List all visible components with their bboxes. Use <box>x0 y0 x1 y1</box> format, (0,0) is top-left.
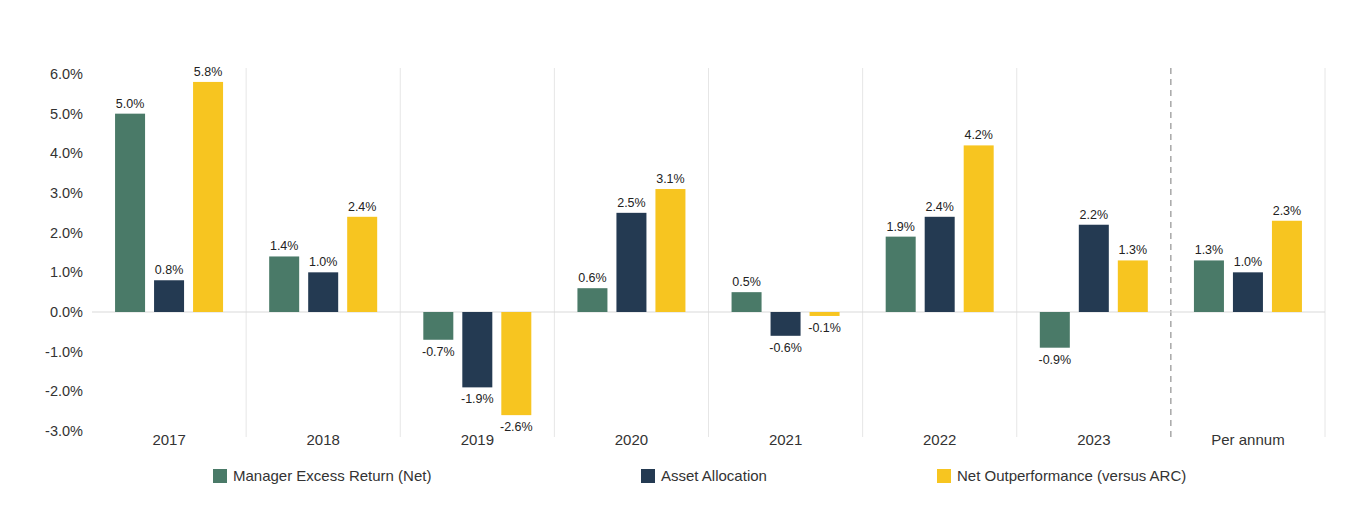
data-label: 0.5% <box>732 275 761 289</box>
data-label: 2.4% <box>348 200 377 214</box>
y-axis: -3.0% -2.0% -1.0% 0.0% 1.0% 2.0% 3.0% 4.0% 5.0% 6… <box>45 66 1325 439</box>
data-label: 1.4% <box>270 239 299 253</box>
x-tick-label: 2020 <box>615 431 648 448</box>
x-tick-label: 2022 <box>923 431 956 448</box>
data-label: -1.9% <box>461 392 494 406</box>
data-label: 1.0% <box>309 255 338 269</box>
x-tick-label: 2019 <box>461 431 494 448</box>
data-label: 2.2% <box>1080 208 1109 222</box>
legend-swatch <box>937 469 951 483</box>
data-label: 2.3% <box>1273 204 1302 218</box>
bar <box>1118 260 1148 312</box>
data-label: 1.3% <box>1119 243 1148 257</box>
data-label: 5.0% <box>116 97 145 111</box>
bar <box>462 312 492 387</box>
bar <box>886 237 916 312</box>
y-tick-label: 5.0% <box>50 106 83 122</box>
category-separator <box>400 68 401 437</box>
bar <box>616 213 646 312</box>
category-separator <box>708 68 709 437</box>
x-tick-label: 2023 <box>1077 431 1110 448</box>
x-tick-label: Per annum <box>1211 431 1284 448</box>
grid <box>246 68 1325 437</box>
chart: -3.0% -2.0% -1.0% 0.0% 1.0% 2.0% 3.0% 4.0% 5.0% 6… <box>0 0 1366 511</box>
category-separator <box>862 68 863 437</box>
x-tick-label: 2018 <box>307 431 340 448</box>
category-separator <box>554 68 555 437</box>
category-separator <box>1016 68 1017 437</box>
bar <box>732 292 762 312</box>
bar <box>1272 221 1302 312</box>
data-label: 2.5% <box>617 196 646 210</box>
legend-swatch <box>213 469 227 483</box>
legend: Manager Excess Return (Net) Asset Allocat… <box>213 467 1186 484</box>
bar <box>771 312 801 336</box>
category-separator <box>1170 68 1171 437</box>
x-tick-label: 2021 <box>769 431 802 448</box>
data-label: -0.7% <box>422 345 455 359</box>
data-labels: 5.0% 1.4% -0.7% 0.6% 0.5% 1.9% -0.9% 1.3% 0.8% 1.… <box>116 65 1301 434</box>
data-label: 3.1% <box>656 172 685 186</box>
bar <box>1079 225 1109 312</box>
legend-label: Manager Excess Return (Net) <box>233 467 431 484</box>
bar <box>577 288 607 312</box>
bar <box>423 312 453 340</box>
bar <box>308 272 338 312</box>
bar <box>269 256 299 312</box>
page: {"chart_data": { "type": "bar", "categor… <box>0 0 1366 511</box>
bar <box>810 312 840 316</box>
bar <box>1233 272 1263 312</box>
bar <box>193 82 223 312</box>
bar <box>501 312 531 415</box>
y-tick-label: 1.0% <box>50 264 83 280</box>
y-tick-label: 3.0% <box>50 185 83 201</box>
x-axis: 2017 2018 2019 2020 2021 2022 2023 Per annum <box>152 431 1284 448</box>
y-tick-label: 2.0% <box>50 225 83 241</box>
legend-label: Net Outperformance (versus ARC) <box>957 467 1186 484</box>
data-label: 0.8% <box>155 263 184 277</box>
bar <box>964 145 994 312</box>
data-label: -0.6% <box>769 341 802 355</box>
y-tick-label: -2.0% <box>45 383 83 399</box>
bar <box>925 217 955 312</box>
data-label: -0.9% <box>1038 353 1071 367</box>
bar <box>154 280 184 312</box>
data-label: -2.6% <box>500 420 533 434</box>
bar <box>347 217 377 312</box>
data-label: 2.4% <box>925 200 954 214</box>
y-tick-label: 6.0% <box>50 66 83 82</box>
bar <box>655 189 685 312</box>
category-separator <box>1325 68 1326 437</box>
data-label: 0.6% <box>578 271 607 285</box>
bars <box>115 82 1302 415</box>
data-label: 1.3% <box>1195 243 1224 257</box>
data-label: 1.9% <box>886 220 915 234</box>
y-tick-label: -3.0% <box>45 423 83 439</box>
bar <box>1194 260 1224 312</box>
legend-label: Asset Allocation <box>661 467 767 484</box>
category-separator <box>246 68 247 437</box>
x-tick-label: 2017 <box>152 431 185 448</box>
bar <box>1040 312 1070 348</box>
y-tick-label: 0.0% <box>50 304 83 320</box>
y-tick-label: -1.0% <box>45 344 83 360</box>
bar <box>115 114 145 312</box>
legend-swatch <box>641 469 655 483</box>
data-label: -0.1% <box>808 321 841 335</box>
data-label: 5.8% <box>194 65 223 79</box>
data-label: 1.0% <box>1234 255 1263 269</box>
y-tick-label: 4.0% <box>50 145 83 161</box>
data-label: 4.2% <box>964 128 993 142</box>
